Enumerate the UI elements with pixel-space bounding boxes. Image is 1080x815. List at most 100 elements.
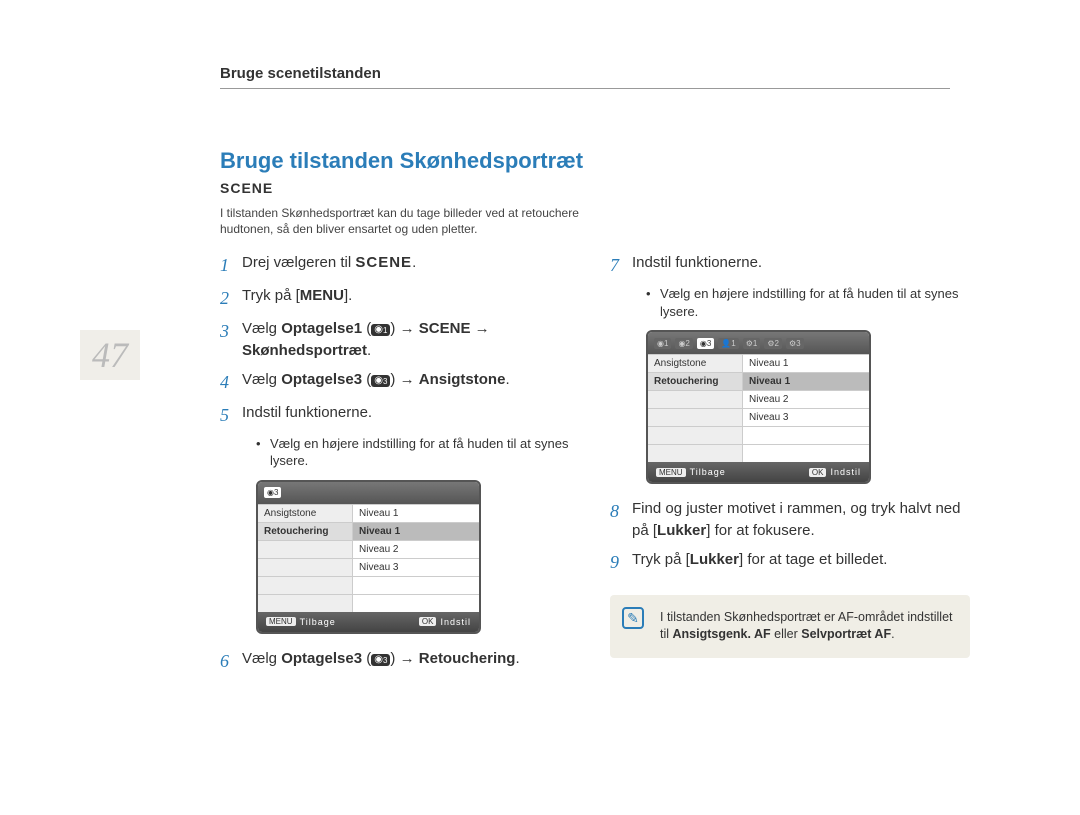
step: 6 Vælg Optagelse3 (◉3) → Retouchering. [220,648,580,674]
note-icon: ✎ [622,607,644,629]
step-number: 8 [610,498,632,542]
step: 8 Find og juster motivet i rammen, og tr… [610,498,970,542]
menu-row-key: Retouchering [648,373,743,390]
menu-row [258,594,479,612]
menu-row-value: Niveau 1 [743,355,869,372]
header-rule [220,88,950,89]
step-number: 1 [220,252,242,278]
menu-row: Niveau 3 [648,408,869,426]
step-number: 2 [220,285,242,311]
menu-tab: ⚙2 [764,338,782,349]
scene-mode-label: SCENE [220,180,273,196]
menu-tab: ◉3 [264,487,281,498]
menu-row: Ansigtstone Niveau 1 [648,354,869,372]
step-subtext: Vælg en højere indstilling for at få hud… [270,435,580,470]
menu-ok-hint: OK Indstil [809,467,861,477]
step-text: Find og juster motivet i rammen, og tryk… [632,498,970,542]
menu-row-value: Niveau 1 [743,373,869,390]
step: 1 Drej vælgeren til SCENE. [220,252,580,278]
step: 7 Indstil funktionerne. [610,252,970,278]
menu-row-key [648,391,743,408]
menu-rows: Ansigtstone Niveau 1 Retouchering Niveau… [258,504,479,612]
step-number: 7 [610,252,632,278]
menu-tab: ⚙3 [786,338,804,349]
menu-row-key: Ansigtstone [258,505,353,522]
menu-row-value [353,595,479,612]
step-text: Drej vælgeren til SCENE. [242,252,580,278]
step-text: Indstil funktionerne. [242,402,580,428]
menu-footer: MENU Tilbage OK Indstil [648,462,869,482]
step-text: Vælg Optagelse3 (◉3) → Retouchering. [242,648,580,674]
right-column: 7 Indstil funktionerne. • Vælg en højere… [610,252,970,658]
menu-row-key: Retouchering [258,523,353,540]
step: 9 Tryk på [Lukker] for at tage et billed… [610,549,970,575]
menu-row-value: Niveau 1 [353,505,479,522]
menu-tab: ◉2 [675,338,692,349]
menu-tabbar: ◉1 ◉2 ◉3 👤1 ⚙1⚙2 ⚙3 [648,332,869,354]
page-title: Bruge tilstanden Skønhedsportræt [220,148,583,174]
menu-row-key [648,445,743,462]
camera-menu-screenshot: ◉1 ◉2 ◉3 👤1 ⚙1⚙2 ⚙3 Ansigtstone Niveau 1 Reto… [646,330,871,484]
menu-row-value [353,577,479,594]
note-box: ✎ I tilstanden Skønhedsportræt er AF-omr… [610,595,970,658]
menu-row [648,444,869,462]
bullet-icon: • [256,435,270,470]
left-column: 1 Drej vælgeren til SCENE. 2 Tryk på [ME… [220,252,580,681]
menu-row-key [648,427,743,444]
menu-ok-hint: OK Indstil [419,617,471,627]
bullet-icon: • [646,285,660,320]
step-text: Tryk på [Lukker] for at tage et billedet… [632,549,970,575]
menu-row-value [743,427,869,444]
menu-row-key [258,577,353,594]
menu-row-value: Niveau 1 [353,523,479,540]
menu-row [258,576,479,594]
menu-row-value: Niveau 2 [743,391,869,408]
menu-rows: Ansigtstone Niveau 1 Retouchering Niveau… [648,354,869,462]
step-text: Tryk på [MENU]. [242,285,580,311]
menu-row: Retouchering Niveau 1 [648,372,869,390]
step: 4 Vælg Optagelse3 (◉3) → Ansigtstone. [220,369,580,395]
step-subtext: Vælg en højere indstilling for at få hud… [660,285,970,320]
menu-back-hint: MENU Tilbage [656,467,726,477]
menu-tabbar: ◉3 [258,482,479,504]
menu-back-hint: MENU Tilbage [266,617,336,627]
menu-row-key [258,595,353,612]
step-number: 6 [220,648,242,674]
step-number: 4 [220,369,242,395]
camera-menu-screenshot: ◉3 Ansigtstone Niveau 1 Retouchering Niv… [256,480,481,634]
step-number: 3 [220,318,242,362]
step-subnote: • Vælg en højere indstilling for at få h… [256,435,580,470]
page-tab [120,0,145,815]
menu-footer: MENU Tilbage OK Indstil [258,612,479,632]
menu-row-key [648,409,743,426]
menu-tab: ⚙1 [743,338,761,349]
menu-row-key [258,541,353,558]
step: 2 Tryk på [MENU]. [220,285,580,311]
step: 5 Indstil funktionerne. [220,402,580,428]
menu-row-key [258,559,353,576]
step-text: Vælg Optagelse3 (◉3) → Ansigtstone. [242,369,580,395]
step-number: 5 [220,402,242,428]
section-header: Bruge scenetilstanden [220,65,381,82]
menu-row-value: Niveau 3 [743,409,869,426]
menu-row: Niveau 2 [258,540,479,558]
menu-tab: 👤1 [718,338,738,349]
step-text: Indstil funktionerne. [632,252,970,278]
menu-row: Ansigtstone Niveau 1 [258,504,479,522]
note-text: I tilstanden Skønhedsportræt er AF-områd… [660,610,953,642]
menu-row: Retouchering Niveau 1 [258,522,479,540]
menu-row-value [743,445,869,462]
menu-tab: ◉3 [697,338,714,349]
menu-row-value: Niveau 2 [353,541,479,558]
menu-row-value: Niveau 3 [353,559,479,576]
step-text: Vælg Optagelse1 (◉1) → SCENE → Skønhedsp… [242,318,580,362]
menu-row: Niveau 3 [258,558,479,576]
step-subnote: • Vælg en højere indstilling for at få h… [646,285,970,320]
step: 3 Vælg Optagelse1 (◉1) → SCENE → Skønhed… [220,318,580,362]
menu-tab: ◉1 [654,338,671,349]
menu-row [648,426,869,444]
step-number: 9 [610,549,632,575]
menu-row: Niveau 2 [648,390,869,408]
intro-paragraph: I tilstanden Skønhedsportræt kan du tage… [220,205,580,237]
menu-row-key: Ansigtstone [648,355,743,372]
